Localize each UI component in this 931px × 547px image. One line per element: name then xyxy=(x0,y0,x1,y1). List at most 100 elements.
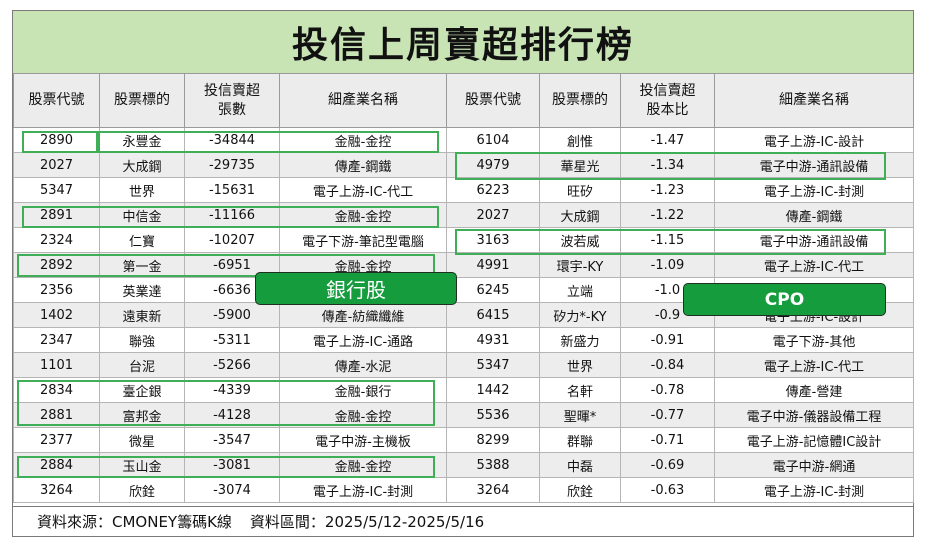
left-value-cell: -10207 xyxy=(184,227,280,253)
table-row: 2881 富邦金 -4128 金融-金控 5536 聖暉* -0.77 電子中游-儀器設備工程 xyxy=(13,402,914,428)
left-code-cell: 2881 xyxy=(13,402,100,428)
right-industry-cell: 電子上游-IC-封測 xyxy=(714,177,914,203)
right-value-cell: -0.69 xyxy=(620,452,715,478)
right-code-cell: 5536 xyxy=(446,402,540,428)
left-value-cell: -5311 xyxy=(184,327,280,353)
right-value-cell: -0.77 xyxy=(620,402,715,428)
left-value-cell: -3081 xyxy=(184,452,280,478)
table-row: 2884 玉山金 -3081 金融-金控 5388 中磊 -0.69 電子中游-網通 xyxy=(13,452,914,478)
table-row: 2834 臺企銀 -4339 金融-銀行 1442 名軒 -0.78 傳產-營建 xyxy=(13,377,914,403)
bank-stocks-callout: 銀行股 xyxy=(255,272,457,305)
column-header-right-code: 股票代號 xyxy=(446,73,540,128)
left-name-cell: 欣銓 xyxy=(99,477,185,503)
table-row: 2324 仁寶 -10207 電子下游-筆記型電腦 3163 波若威 -1.15 電子中游-通… xyxy=(13,227,914,253)
right-industry-cell: 電子上游-IC-設計 xyxy=(714,127,914,153)
right-code-cell: 6223 xyxy=(446,177,540,203)
right-industry-cell: 電子上游-IC-代工 xyxy=(714,352,914,378)
left-industry-cell: 傳產-紡織纖維 xyxy=(279,302,447,328)
left-value-cell: -3547 xyxy=(184,427,280,453)
left-value-cell: -4339 xyxy=(184,377,280,403)
ranking-table: 股票代號 股票標的 投信賣超 張數 細產業名稱 股票代號 股票標的 投信賣超 股本比 細產業名… xyxy=(13,73,914,503)
column-header-right-sell-value: 投信賣超 股本比 xyxy=(620,73,715,128)
cpo-callout: CPO xyxy=(683,283,886,316)
left-code-cell: 2027 xyxy=(13,152,100,178)
left-code-cell: 2891 xyxy=(13,202,100,228)
left-code-cell: 1402 xyxy=(13,302,100,328)
right-industry-cell: 電子中游-儀器設備工程 xyxy=(714,402,914,428)
right-name-cell: 矽力*-KY xyxy=(539,302,621,328)
left-name-cell: 聯強 xyxy=(99,327,185,353)
right-value-cell: -0.91 xyxy=(620,327,715,353)
left-value-cell: -4128 xyxy=(184,402,280,428)
right-industry-cell: 電子下游-其他 xyxy=(714,327,914,353)
left-name-cell: 玉山金 xyxy=(99,452,185,478)
left-industry-cell: 電子上游-IC-代工 xyxy=(279,177,447,203)
left-code-cell: 2884 xyxy=(13,452,100,478)
left-name-cell: 遠東新 xyxy=(99,302,185,328)
left-code-cell: 2377 xyxy=(13,427,100,453)
right-code-cell: 6104 xyxy=(446,127,540,153)
left-industry-cell: 金融-金控 xyxy=(279,127,447,153)
left-name-cell: 富邦金 xyxy=(99,402,185,428)
right-value-cell: -0.84 xyxy=(620,352,715,378)
left-industry-cell: 電子下游-筆記型電腦 xyxy=(279,227,447,253)
left-code-cell: 5347 xyxy=(13,177,100,203)
right-code-cell: 3163 xyxy=(446,227,540,253)
right-value-cell: -1.23 xyxy=(620,177,715,203)
left-value-cell: -34844 xyxy=(184,127,280,153)
right-name-cell: 創惟 xyxy=(539,127,621,153)
right-code-cell: 6415 xyxy=(446,302,540,328)
right-code-cell: 6245 xyxy=(446,277,540,303)
column-header-left-name: 股票標的 xyxy=(99,73,185,128)
right-name-cell: 聖暉* xyxy=(539,402,621,428)
right-value-cell: -0.78 xyxy=(620,377,715,403)
left-industry-cell: 金融-銀行 xyxy=(279,377,447,403)
table-row: 1101 台泥 -5266 傳產-水泥 5347 世界 -0.84 電子上游-IC-代工 xyxy=(13,352,914,378)
column-header-left-industry: 細產業名稱 xyxy=(279,73,447,128)
source-footer: 資料來源：CMONEY籌碼K線 資料區間：2025/5/12-2025/5/16 xyxy=(13,506,913,536)
right-name-cell: 大成鋼 xyxy=(539,202,621,228)
table-row: 3264 欣銓 -3074 電子上游-IC-封測 3264 欣銓 -0.63 電子上游-IC-… xyxy=(13,477,914,503)
right-name-cell: 立端 xyxy=(539,277,621,303)
right-industry-cell: 電子上游-記憶體IC設計 xyxy=(714,427,914,453)
right-industry-cell: 電子上游-IC-代工 xyxy=(714,252,914,278)
left-code-cell: 2890 xyxy=(13,127,100,153)
right-industry-cell: 傳產-營建 xyxy=(714,377,914,403)
column-header-right-name: 股票標的 xyxy=(539,73,621,128)
right-value-cell: -1.22 xyxy=(620,202,715,228)
table-row: 2891 中信金 -11166 金融-金控 2027 大成鋼 -1.22 傳產-鋼鐵 xyxy=(13,202,914,228)
left-name-cell: 世界 xyxy=(99,177,185,203)
left-name-cell: 永豐金 xyxy=(99,127,185,153)
left-name-cell: 微星 xyxy=(99,427,185,453)
left-code-cell: 1101 xyxy=(13,352,100,378)
left-code-cell: 2324 xyxy=(13,227,100,253)
data-range-text: 資料區間：2025/5/12-2025/5/16 xyxy=(249,513,485,531)
right-industry-cell: 電子中游-網通 xyxy=(714,452,914,478)
right-name-cell: 環宇-KY xyxy=(539,252,621,278)
right-name-cell: 旺矽 xyxy=(539,177,621,203)
left-name-cell: 仁寶 xyxy=(99,227,185,253)
data-source-text: 資料來源：CMONEY籌碼K線 xyxy=(37,513,232,531)
table-row: 2027 大成鋼 -29735 傳產-鋼鐵 4979 華星光 -1.34 電子中游-通訊設備 xyxy=(13,152,914,178)
right-name-cell: 名軒 xyxy=(539,377,621,403)
left-industry-cell: 金融-金控 xyxy=(279,452,447,478)
right-code-cell: 4979 xyxy=(446,152,540,178)
left-industry-cell: 傳產-水泥 xyxy=(279,352,447,378)
right-value-cell: -1.15 xyxy=(620,227,715,253)
table-row: 5347 世界 -15631 電子上游-IC-代工 6223 旺矽 -1.23 電子上游-IC… xyxy=(13,177,914,203)
left-industry-cell: 電子中游-主機板 xyxy=(279,427,447,453)
right-code-cell: 4991 xyxy=(446,252,540,278)
left-industry-cell: 電子上游-IC-封測 xyxy=(279,477,447,503)
left-name-cell: 台泥 xyxy=(99,352,185,378)
left-name-cell: 中信金 xyxy=(99,202,185,228)
page-title: 投信上周賣超排行榜 xyxy=(13,11,913,74)
column-header-left-sell-value: 投信賣超 張數 xyxy=(184,73,280,128)
column-header-left-code: 股票代號 xyxy=(13,73,100,128)
left-value-cell: -3074 xyxy=(184,477,280,503)
left-name-cell: 臺企銀 xyxy=(99,377,185,403)
right-name-cell: 群聯 xyxy=(539,427,621,453)
table-body: 2890 永豐金 -34844 金融-金控 6104 創惟 -1.47 電子上游-IC-設計 2… xyxy=(13,127,914,503)
right-code-cell: 5388 xyxy=(446,452,540,478)
left-name-cell: 第一金 xyxy=(99,252,185,278)
table-row: 2347 聯強 -5311 電子上游-IC-通路 4931 新盛力 -0.91 電子下游-其他 xyxy=(13,327,914,353)
